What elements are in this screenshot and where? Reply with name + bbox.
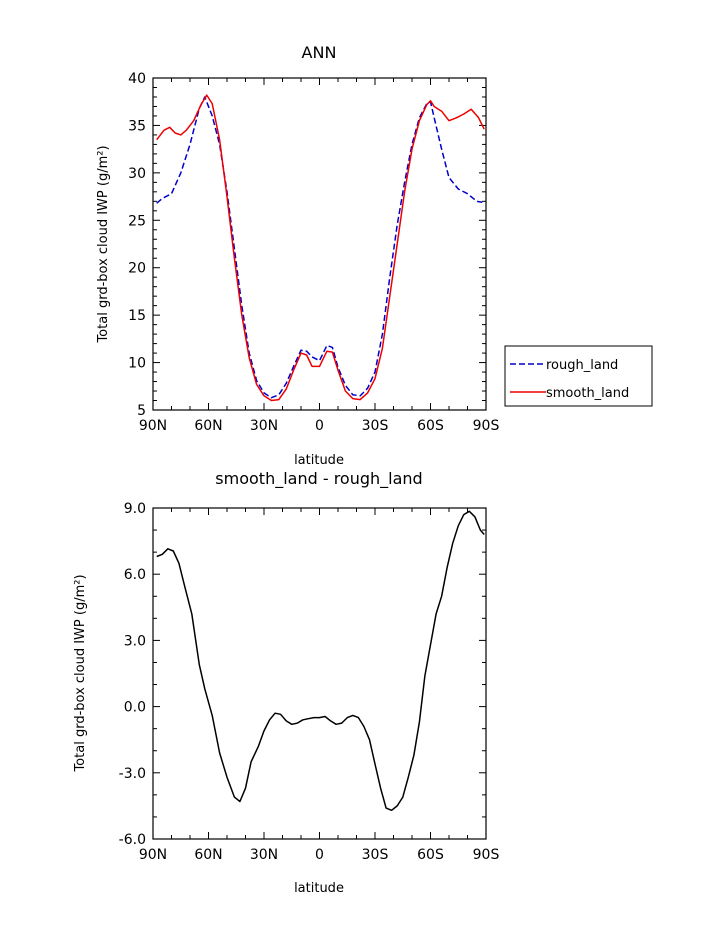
series-group — [156, 510, 485, 812]
y-tick-label: 9.0 — [124, 501, 146, 517]
x-tick-label: 30N — [250, 847, 278, 863]
y-tick-label: 20 — [128, 261, 146, 277]
x-tick-label: 60S — [417, 847, 444, 863]
chart-difference: smooth_land - rough_land 90N 60N 30N 0 30S 60… — [73, 469, 499, 896]
series-line-difference — [156, 510, 485, 812]
series-line-smooth_land — [156, 94, 485, 402]
x-axis-label: latitude — [294, 453, 344, 468]
legend-label-rough: rough_land — [546, 358, 618, 373]
x-tick-label: 0 — [315, 418, 324, 434]
plot-frame — [152, 507, 487, 840]
x-tick-label: 60S — [417, 418, 444, 434]
x-tick-label: 30S — [362, 847, 389, 863]
x-tick-label: 30N — [250, 418, 278, 434]
y-tick-label: 6.0 — [124, 567, 146, 583]
y-tick-label: 10 — [128, 356, 146, 372]
x-axis-label: latitude — [294, 881, 344, 896]
y-tick-label: 40 — [128, 71, 146, 87]
y-tick-label: 25 — [128, 213, 146, 229]
chart-title: ANN — [302, 43, 337, 62]
y-tick-label: 5 — [137, 403, 146, 419]
x-tick-label: 30S — [362, 418, 389, 434]
y-tick-label: -6.0 — [119, 832, 146, 848]
legend-label-smooth: smooth_land — [546, 386, 629, 401]
x-tick-label: 90S — [473, 847, 500, 863]
chart-title: smooth_land - rough_land — [215, 469, 422, 489]
x-tick-label: 60N — [194, 418, 222, 434]
x-tick-label: 90N — [139, 847, 167, 863]
axis-ticks: 90N 60N 30N 0 30S 60S 90S 5 10 15 20 25 30 35 40 — [128, 71, 499, 434]
x-tick-label: 90S — [473, 418, 500, 434]
series-group — [156, 94, 485, 402]
chart-ann: ANN 90N 60N 30N 0 30S 60S 90S 5 10 15 20 25 30 35 40 l… — [96, 43, 653, 468]
y-tick-label: 0.0 — [124, 700, 146, 716]
legend-box — [504, 345, 653, 407]
series-line-rough_land — [156, 96, 483, 399]
x-tick-label: 60N — [194, 847, 222, 863]
axis-ticks: 90N 60N 30N 0 30S 60S 90S -6.0 -3.0 0.0 3.0 6.0 9.0 — [119, 501, 500, 863]
y-tick-label: 35 — [128, 118, 146, 134]
y-tick-label: 3.0 — [124, 633, 146, 649]
x-tick-label: 0 — [315, 847, 324, 863]
y-axis-label: Total grd-box cloud IWP (g/m²) — [73, 574, 88, 772]
y-tick-label: 15 — [128, 308, 146, 324]
x-tick-label: 90N — [139, 418, 167, 434]
y-axis-label: Total grd-box cloud IWP (g/m²) — [96, 145, 111, 343]
legend: rough_land smooth_land — [504, 345, 653, 407]
y-tick-label: 30 — [128, 166, 146, 182]
y-tick-label: -3.0 — [119, 766, 146, 782]
